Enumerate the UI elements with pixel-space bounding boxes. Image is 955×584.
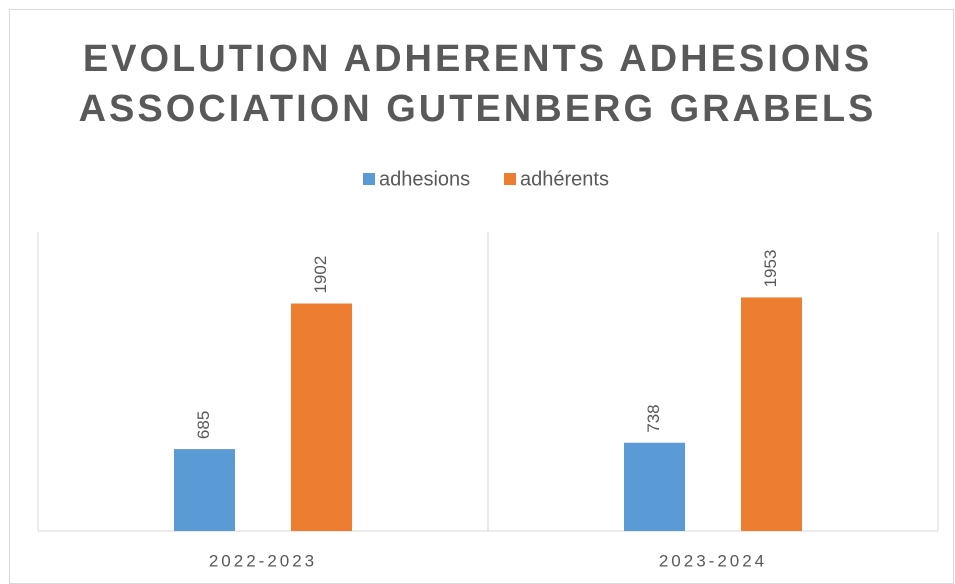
bar — [741, 297, 802, 531]
data-label: 685 — [194, 411, 213, 439]
legend-swatch — [363, 173, 375, 185]
legend-swatch — [504, 173, 516, 185]
bar — [174, 449, 235, 531]
data-label: 1902 — [311, 256, 330, 294]
bar — [624, 442, 685, 531]
bar — [291, 303, 352, 531]
legend-label: adhesions — [379, 168, 470, 190]
x-tick-label: 2023-2024 — [659, 551, 767, 570]
data-label: 738 — [644, 404, 663, 432]
chart-title: EVOLUTION ADHERENTS ADHESIONS ASSOCIATIO… — [78, 38, 877, 130]
x-tick-label: 2022-2023 — [209, 551, 317, 570]
legend-label: adhérents — [520, 168, 609, 190]
data-label: 1953 — [761, 250, 780, 288]
